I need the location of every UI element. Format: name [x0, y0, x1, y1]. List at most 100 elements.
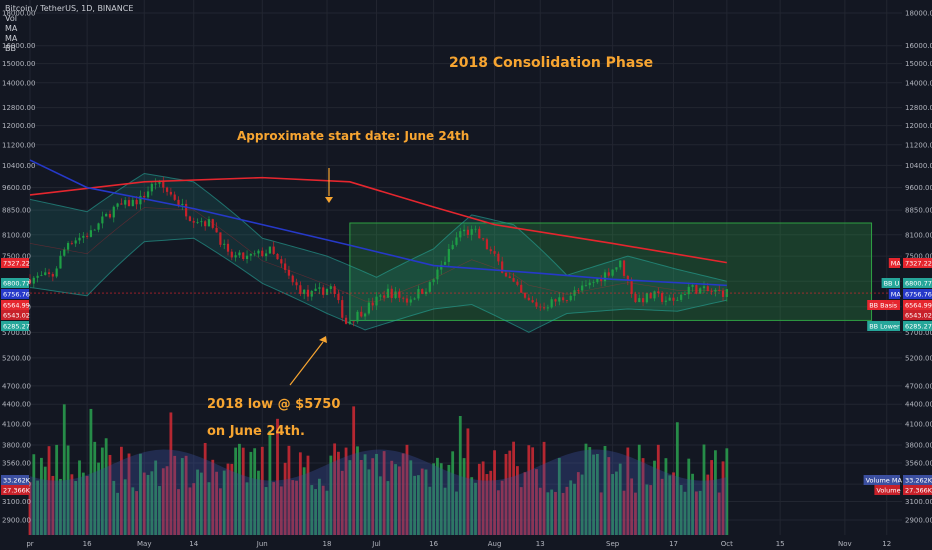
candle-down [485, 239, 489, 250]
volume-bar [496, 490, 500, 535]
candle-up [596, 278, 599, 283]
annotation-start-date: Approximate start date: June 24th [237, 129, 470, 143]
candle-up [82, 235, 85, 238]
volume-bar [595, 453, 599, 535]
candle-down [520, 284, 523, 293]
price-tag-right [903, 278, 932, 288]
volume-bar [424, 469, 428, 535]
candle-down [657, 291, 660, 294]
volume-bar [390, 460, 394, 535]
volume-bar [123, 479, 127, 535]
volume-bar [74, 481, 78, 535]
candle-up [93, 229, 96, 231]
candle-up [40, 274, 43, 276]
volume-bar [295, 480, 298, 535]
candle-up [325, 289, 329, 295]
candle-up [348, 321, 351, 324]
candle-up [158, 180, 161, 184]
candle-up [588, 282, 591, 286]
bb-band-fill [30, 173, 727, 333]
legend-bb: BB [5, 44, 16, 53]
price-tick-label-left: 4400.00 [2, 401, 31, 409]
volume-bar [108, 454, 112, 535]
bollinger-bands [29, 172, 727, 333]
volume-bar [649, 485, 653, 535]
volume-bar [378, 476, 382, 535]
price-tag-right-name-text: BB U [884, 280, 900, 288]
volume-bar [607, 457, 611, 535]
volume-bar [100, 447, 104, 535]
volume-bar [721, 461, 725, 535]
candle-down [120, 203, 123, 205]
price-tick-label-left: 18000.00 [2, 10, 35, 18]
candle-down [344, 317, 348, 324]
volume-bar [85, 476, 89, 535]
volume-bar [337, 451, 340, 535]
volume-bar [119, 446, 123, 535]
volume-bar [59, 478, 62, 535]
bb-upper-line [29, 172, 727, 282]
candle-down [192, 221, 195, 223]
candle-up [436, 269, 439, 280]
candle-down [173, 194, 176, 200]
candle-down [421, 289, 424, 294]
volume-bar [40, 457, 43, 535]
volume-bar [203, 442, 207, 535]
candle-down [86, 235, 89, 237]
price-tag-right-name-text: BB Lower [869, 323, 900, 331]
candle-up [428, 282, 431, 292]
price-tick-label-right: 9600.00 [905, 184, 932, 192]
candle-up [238, 252, 241, 256]
moving-averages [29, 159, 902, 294]
candle-down [165, 187, 169, 192]
volume-bar [672, 472, 675, 535]
volume-bar [367, 469, 371, 535]
candle-down [489, 249, 492, 252]
volume-ma-area [30, 449, 727, 535]
candle-down [322, 287, 325, 295]
candle-down [70, 243, 73, 244]
candle-down [272, 246, 275, 254]
candle-down [577, 290, 580, 292]
candle-up [375, 296, 378, 306]
volume-tag-right [903, 475, 932, 485]
volume-bar [489, 470, 493, 535]
volume-bar [466, 428, 470, 535]
volume-bar [443, 487, 447, 535]
price-tag-right-name [888, 289, 900, 299]
volume-bar [397, 466, 401, 535]
volume-bar [576, 472, 580, 535]
volume-bar [371, 458, 375, 535]
candle-up [196, 222, 199, 223]
price-tag-left-text: 6800.77 [3, 280, 30, 288]
candle-down [127, 200, 131, 207]
candle-down [169, 191, 172, 195]
price-tag-left-text: 6756.76 [3, 291, 30, 299]
candle-up [253, 253, 256, 255]
price-tag-right-text: 6756.76 [905, 291, 932, 299]
candle-up [447, 249, 450, 262]
candle-up [32, 277, 35, 284]
price-tick-label-left: 10400.00 [2, 162, 35, 170]
volume-bar [89, 408, 93, 535]
time-tick-label: Sep [606, 540, 620, 548]
candle-down [501, 261, 504, 273]
time-tick-label: Aug [488, 540, 502, 548]
annotation-title: 2018 Consolidation Phase [449, 55, 654, 71]
price-tag-right-text: 7327.22 [905, 260, 932, 268]
volume-bar [458, 416, 462, 535]
volume-bar [291, 480, 295, 535]
candle-up [462, 229, 466, 232]
candle-down [482, 238, 485, 240]
time-tick-label: 16 [83, 540, 92, 548]
volume-bar [314, 489, 317, 535]
candle-up [638, 298, 641, 303]
price-tick-label-right: 7500.00 [905, 253, 932, 261]
price-tick-label-left: 11200.00 [2, 141, 35, 149]
candle-down [695, 285, 698, 294]
price-tick-label-left: 7500.00 [2, 253, 31, 261]
candle-down [542, 307, 546, 309]
volume-bar [268, 430, 272, 535]
candle-down [493, 251, 496, 254]
